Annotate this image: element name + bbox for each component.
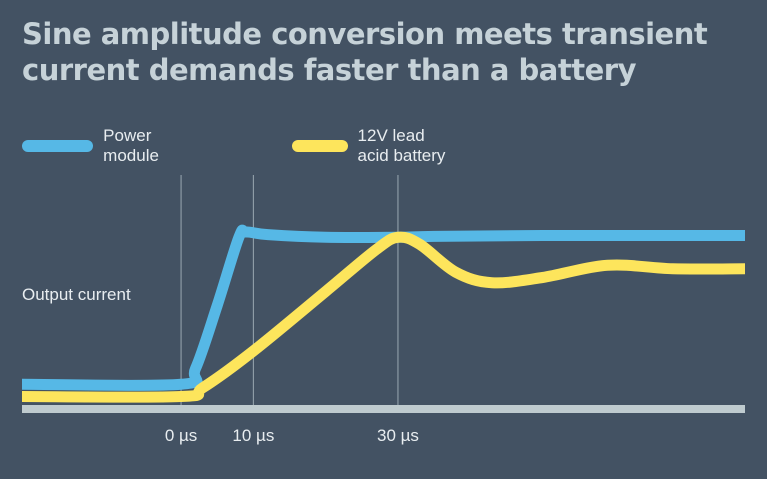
legend-swatch — [292, 140, 348, 152]
chart-title: Sine amplitude conversion meets transien… — [22, 16, 708, 88]
y-axis-label: Output current — [22, 285, 131, 304]
x-tick-label: 0 µs — [165, 426, 197, 445]
legend-label: 12V lead acid battery — [357, 126, 446, 165]
title-line-1: Sine amplitude conversion meets transien… — [22, 17, 708, 51]
legend-item-battery: 12V lead acid battery — [292, 126, 450, 166]
x-tick-label: 10 µs — [232, 426, 274, 445]
title-line-2: current demands faster than a battery — [22, 53, 636, 87]
legend-label: Power module — [103, 126, 159, 165]
series-line-power-module — [21, 224, 746, 391]
x-tick-label: 30 µs — [377, 426, 419, 445]
legend-swatch — [22, 140, 94, 152]
legend-item-power-module: Power module — [22, 126, 184, 166]
x-axis-baseline — [22, 405, 745, 413]
series-line-battery — [21, 231, 746, 403]
